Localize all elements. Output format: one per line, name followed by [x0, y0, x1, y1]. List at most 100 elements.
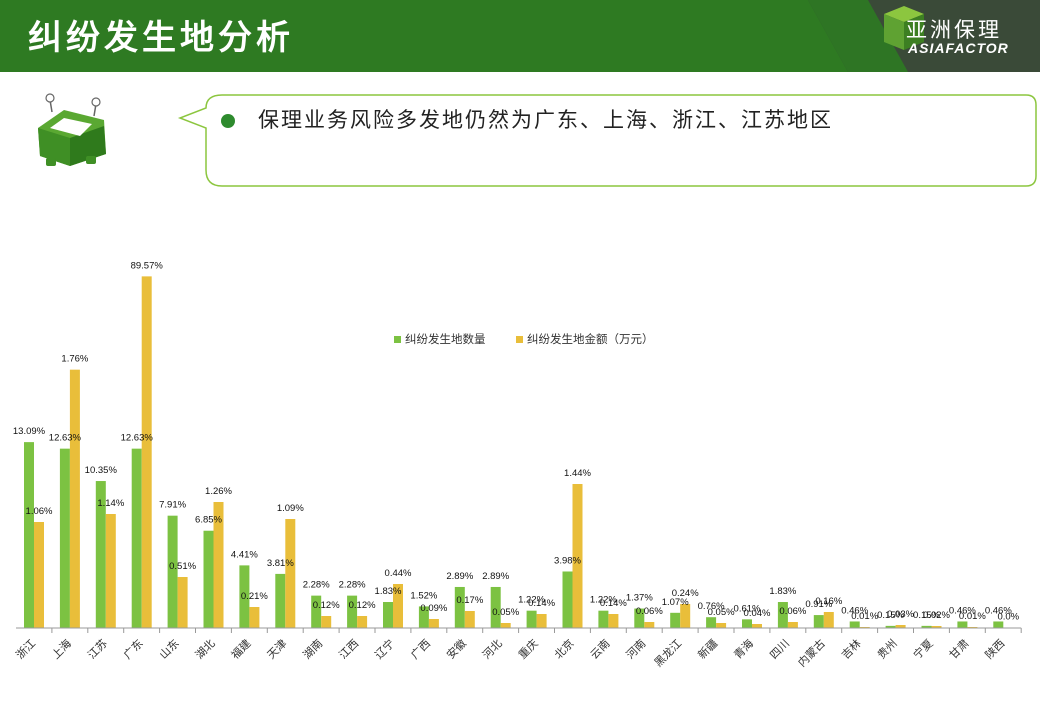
x-tick-label-24: 贵州 — [875, 637, 900, 662]
bar-count-16 — [598, 610, 609, 628]
data-label-amount-7: 1.09% — [277, 503, 304, 514]
x-tick-label-19: 新疆 — [695, 636, 720, 661]
data-label-amount-25: 0.02% — [923, 610, 950, 621]
legend-label-count: 纠纷发生地数量 — [405, 332, 486, 346]
x-tick-label-6: 福建 — [228, 636, 253, 661]
data-label-count-14: 1.22% — [518, 595, 545, 606]
data-label-amount-16: 0.14% — [600, 598, 627, 609]
data-label-amount-20: 0.04% — [744, 608, 771, 619]
x-tick-label-1: 上海 — [49, 636, 74, 661]
header-bar: 纠纷发生地分析 亚洲保理 ASIAFACTOR — [0, 0, 1040, 72]
data-label-count-13: 2.89% — [482, 571, 509, 582]
bar-amount-24 — [895, 625, 906, 628]
bar-count-19 — [706, 617, 717, 628]
data-label-count-26: 0.46% — [949, 605, 976, 616]
bar-count-26 — [957, 621, 968, 628]
bar-amount-15 — [572, 484, 583, 628]
x-tick-label-15: 北京 — [551, 636, 576, 661]
bar-amount-22 — [823, 612, 834, 628]
x-tick-label-25: 宁夏 — [910, 636, 935, 661]
bar-amount-8 — [321, 616, 332, 628]
data-label-amount-15: 1.44% — [564, 468, 591, 479]
bar-count-1 — [59, 448, 70, 628]
bar-amount-16 — [608, 614, 619, 628]
x-axis: 浙江 上海 江苏 广东 山东 湖北 福建 天津 湖南 江西 辽宁 广西 安徽 河北 重庆 北京 云南 河南 黑龙江新… — [13, 627, 1022, 670]
x-tick-label-18: 黑龙江 — [652, 637, 685, 670]
data-label-amount-14: 0.14% — [528, 598, 555, 609]
data-label-count-15: 3.98% — [554, 555, 581, 566]
bar-count-11 — [418, 606, 429, 628]
x-tick-label-7: 天津 — [265, 637, 290, 662]
data-label-amount-27: 0.0% — [997, 612, 1019, 623]
data-label-count-27: 0.46% — [985, 605, 1012, 616]
data-label-count-22: 0.91% — [805, 599, 832, 610]
data-label-count-9: 2.28% — [339, 580, 366, 591]
data-label-count-19: 0.76% — [698, 601, 725, 612]
bar-amount-25 — [931, 626, 942, 628]
bars-layer — [24, 276, 1014, 628]
x-tick-label-9: 江西 — [336, 637, 361, 662]
bar-count-13 — [490, 586, 501, 628]
data-label-count-23: 0.46% — [841, 605, 868, 616]
data-label-amount-19: 0.05% — [708, 607, 735, 618]
page-title: 纠纷发生地分析 — [28, 18, 294, 58]
x-tick-label-20: 青海 — [731, 636, 756, 661]
bar-amount-19 — [716, 623, 727, 628]
x-tick-label-16: 云南 — [588, 637, 613, 662]
data-label-count-20: 0.61% — [734, 603, 761, 614]
legend-label-amount: 纠纷发生地金额（万元） — [527, 332, 654, 346]
data-label-amount-6: 0.21% — [241, 591, 268, 602]
bar-count-20 — [742, 619, 752, 628]
x-tick-label-10: 辽宁 — [372, 636, 397, 661]
data-label-count-2: 10.35% — [85, 465, 118, 476]
bar-amount-13 — [500, 623, 511, 628]
data-label-amount-9: 0.12% — [349, 600, 376, 611]
data-label-amount-13: 0.05% — [492, 607, 519, 618]
bar-count-14 — [526, 610, 537, 628]
bar-count-10 — [383, 602, 393, 628]
x-tick-label-4: 山东 — [157, 637, 182, 662]
bar-count-9 — [347, 595, 358, 628]
data-label-count-25: 0.15% — [913, 610, 940, 621]
bar-amount-6 — [249, 607, 260, 628]
x-tick-label-12: 安徽 — [443, 636, 468, 661]
bar-amount-3 — [141, 276, 152, 628]
data-label-amount-3: 89.57% — [131, 260, 164, 271]
bar-count-15 — [562, 571, 573, 628]
data-label-count-5: 6.85% — [195, 515, 222, 526]
bar-amount-5 — [213, 502, 224, 628]
logo-panel — [808, 0, 1040, 72]
data-label-amount-17: 0.06% — [636, 606, 663, 617]
bar-amount-20 — [752, 624, 762, 628]
logo-cube-icon — [884, 6, 924, 50]
legend-swatch-count — [394, 336, 401, 343]
x-tick-label-3: 广东 — [121, 637, 146, 662]
data-label-amount-0: 1.06% — [26, 506, 53, 517]
data-label-count-10: 1.83% — [375, 586, 402, 597]
data-label-count-18: 1.07% — [662, 597, 689, 608]
x-tick-label-17: 河南 — [624, 637, 649, 662]
bar-count-3 — [131, 448, 142, 628]
data-label-amount-22: 0.16% — [815, 596, 842, 607]
x-tick-label-27: 陕西 — [982, 636, 1007, 661]
data-label-count-24: 0.15% — [877, 610, 904, 621]
legend: 纠纷发生地数量 纠纷发生地金额（万元） — [394, 332, 654, 346]
bar-count-21 — [777, 602, 788, 628]
bar-count-12 — [454, 586, 465, 628]
logo-text-chinese: 亚洲保理 — [906, 18, 1002, 42]
x-tick-label-14: 重庆 — [515, 636, 540, 661]
bar-count-24 — [885, 625, 896, 628]
bar-amount-14 — [536, 614, 547, 628]
x-tick-label-22: 内蒙古 — [795, 636, 828, 669]
bar-amount-2 — [105, 514, 116, 628]
x-tick-label-23: 吉林 — [838, 636, 863, 661]
data-label-amount-18: 0.24% — [672, 588, 699, 599]
bar-count-17 — [634, 608, 645, 628]
data-label-amount-2: 1.14% — [97, 498, 124, 509]
x-tick-label-26: 甘肃 — [947, 637, 972, 662]
bullet-dot-icon — [221, 114, 235, 128]
data-label-count-1: 12.63% — [49, 433, 82, 444]
bar-amount-10 — [393, 584, 403, 628]
bar-count-23 — [849, 621, 860, 628]
bar-count-18 — [670, 612, 681, 628]
